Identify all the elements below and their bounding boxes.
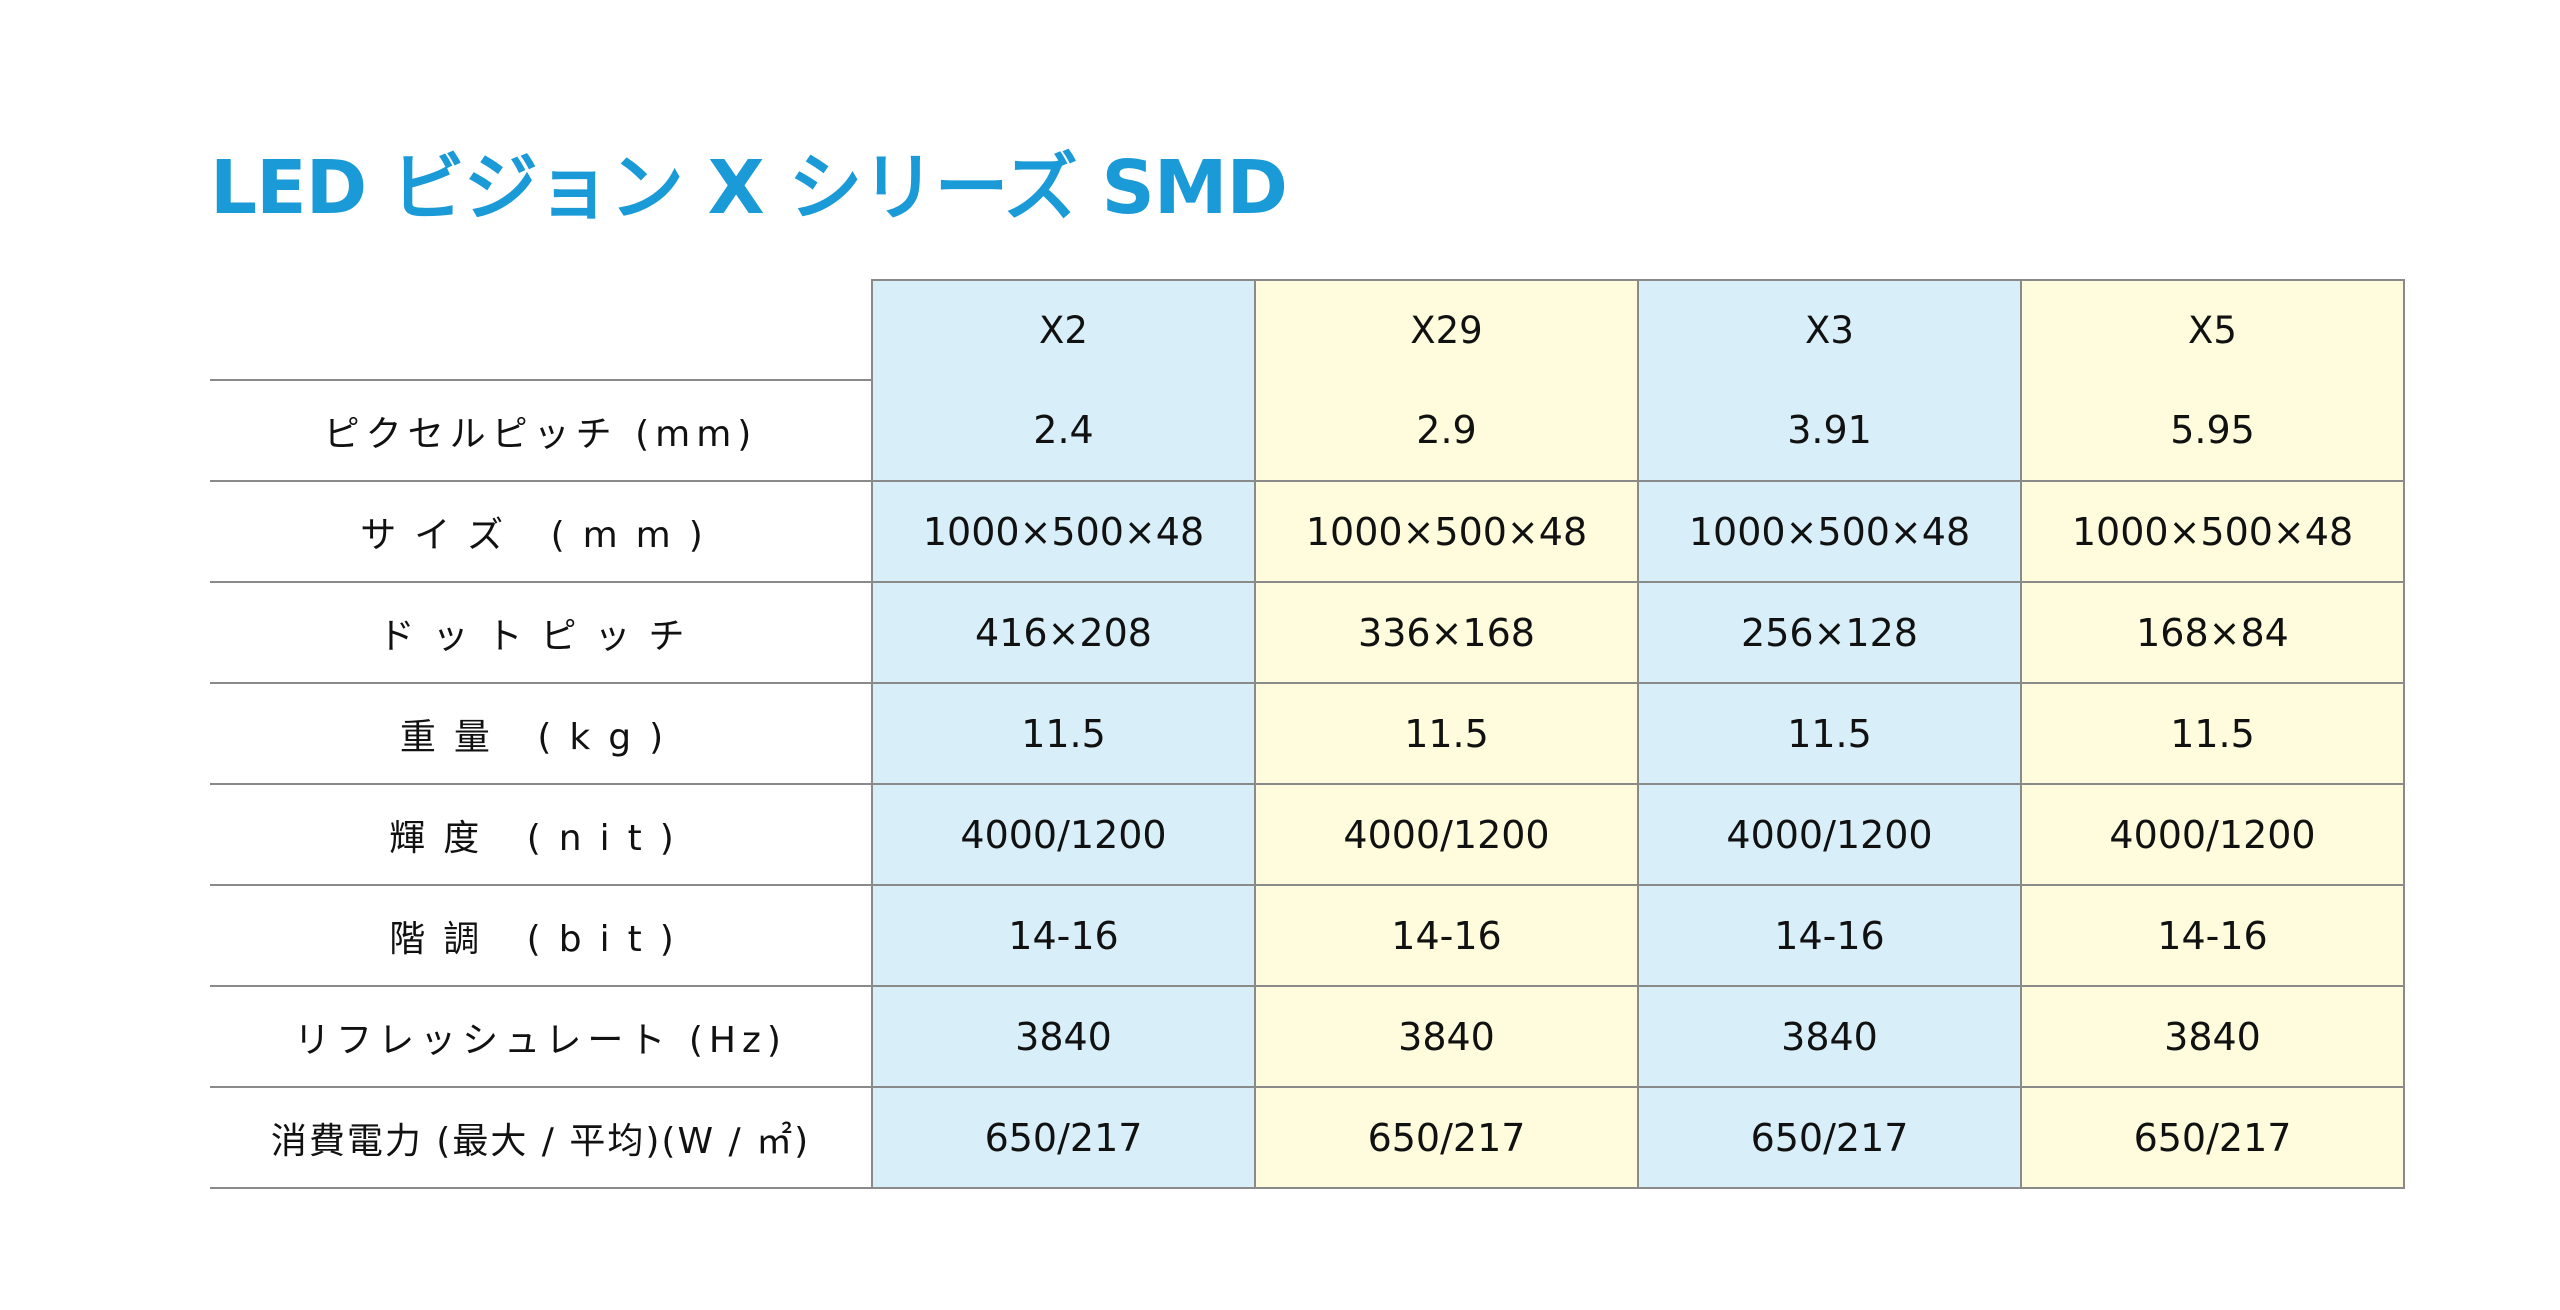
table-cell: 11.5: [2020, 683, 2405, 785]
table-row: ピクセルピッチ (mm) 2.4 2.9 3.91 5.95: [210, 380, 2405, 482]
table-cell: 1000×500×48: [1637, 481, 2021, 583]
column-header-x5: X5: [2020, 279, 2405, 380]
header-row: X2 X29 X3 X5: [210, 279, 2405, 381]
table-cell: 650/217: [2020, 1087, 2405, 1189]
row-label-gradation: 階調 (bit): [210, 885, 872, 987]
row-label-refresh-rate: リフレッシュレート (Hz): [210, 986, 872, 1088]
table-cell: 168×84: [2020, 582, 2405, 684]
table-cell: 650/217: [1637, 1087, 2021, 1189]
table-cell: 14-16: [871, 885, 1255, 987]
table-cell: 11.5: [871, 683, 1255, 785]
table-cell: 1000×500×48: [871, 481, 1255, 583]
table-cell: 1000×500×48: [2020, 481, 2405, 583]
row-label-brightness: 輝度 (nit): [210, 784, 872, 886]
table-cell: 650/217: [871, 1087, 1255, 1189]
table-cell: 11.5: [1637, 683, 2021, 785]
table-cell: 416×208: [871, 582, 1255, 684]
table-row: 重量 (kg) 11.5 11.5 11.5 11.5: [210, 683, 2405, 785]
table-cell: 3840: [871, 986, 1255, 1088]
table-row: ドットピッチ 416×208 336×168 256×128 168×84: [210, 582, 2405, 684]
table-cell: 650/217: [1254, 1087, 1638, 1189]
table-cell: 14-16: [2020, 885, 2405, 987]
table-cell: 14-16: [1637, 885, 2021, 987]
page-title: LED ビジョン X シリーズ SMD: [210, 145, 1288, 231]
table-cell: 4000/1200: [2020, 784, 2405, 886]
table-cell: 2.9: [1254, 380, 1638, 482]
row-label-pixel-pitch: ピクセルピッチ (mm): [210, 380, 872, 482]
table-cell: 2.4: [871, 380, 1255, 482]
table-row: サイズ (mm) 1000×500×48 1000×500×48 1000×50…: [210, 481, 2405, 583]
table-cell: 4000/1200: [1637, 784, 2021, 886]
table-cell: 3840: [1254, 986, 1638, 1088]
row-label-weight: 重量 (kg): [210, 683, 872, 785]
table-cell: 14-16: [1254, 885, 1638, 987]
table-cell: 3.91: [1637, 380, 2021, 482]
table-cell: 1000×500×48: [1254, 481, 1638, 583]
table-row: 輝度 (nit) 4000/1200 4000/1200 4000/1200 4…: [210, 784, 2405, 886]
table-row: 階調 (bit) 14-16 14-16 14-16 14-16: [210, 885, 2405, 987]
table-cell: 11.5: [1254, 683, 1638, 785]
column-header-x2: X2: [871, 279, 1255, 380]
table-row: 消費電力 (最大 / 平均)(W / ㎡) 650/217 650/217 65…: [210, 1087, 2405, 1189]
table-cell: 3840: [1637, 986, 2021, 1088]
table-cell: 5.95: [2020, 380, 2405, 482]
row-label-dot-pitch: ドットピッチ: [210, 582, 872, 684]
table-cell: 256×128: [1637, 582, 2021, 684]
row-label-power-consumption: 消費電力 (最大 / 平均)(W / ㎡): [210, 1087, 872, 1189]
header-empty-cell: [210, 280, 872, 381]
spec-table: X2 X29 X3 X5 ピクセルピッチ (mm) 2.4 2.9 3.91 5…: [210, 279, 2405, 1189]
table-row: リフレッシュレート (Hz) 3840 3840 3840 3840: [210, 986, 2405, 1088]
column-header-x29: X29: [1254, 279, 1638, 380]
column-header-x3: X3: [1637, 279, 2021, 380]
table-cell: 4000/1200: [1254, 784, 1638, 886]
table-cell: 3840: [2020, 986, 2405, 1088]
table-cell: 4000/1200: [871, 784, 1255, 886]
row-label-size: サイズ (mm): [210, 481, 872, 583]
table-cell: 336×168: [1254, 582, 1638, 684]
